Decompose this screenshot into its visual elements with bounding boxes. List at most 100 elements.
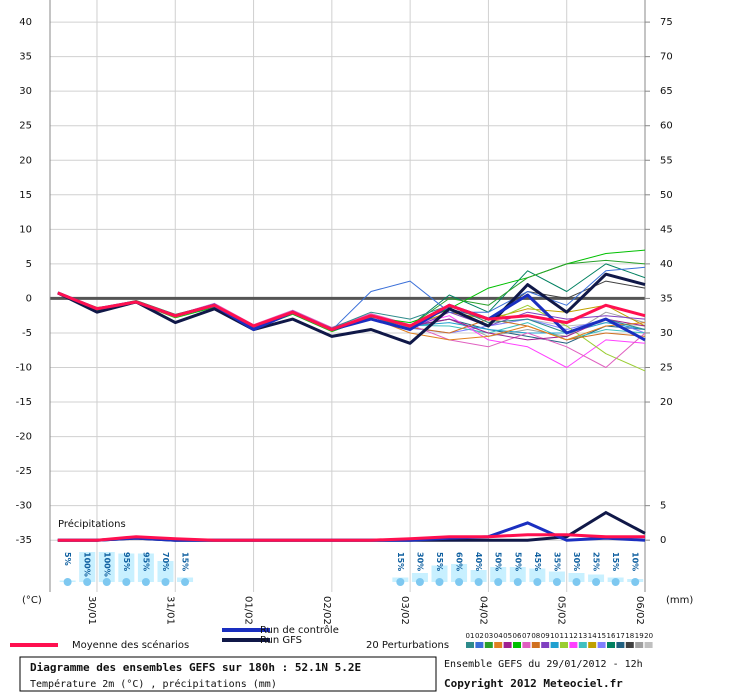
snow-label: 40%: [474, 552, 483, 571]
snowflake: [455, 578, 464, 586]
snow-bar: [548, 571, 565, 582]
legend-label: 18: [625, 632, 634, 640]
temperature-line: [57, 272, 646, 345]
legend-label: 10: [550, 632, 559, 640]
legend-label: 04: [494, 632, 503, 640]
y-tick-label: 30: [19, 86, 32, 97]
x-tick-label: 06/02: [634, 596, 645, 625]
legend-label: 03: [484, 632, 493, 640]
y-tick-label: 20: [19, 155, 32, 166]
y-tick-label: -15: [16, 397, 32, 408]
copyright: Copyright 2012 Meteociel.fr: [444, 677, 623, 690]
snow-label: 50%: [494, 552, 503, 571]
y2-tick-label: 50: [660, 190, 673, 201]
legend-label: Run de contrôle: [260, 624, 339, 636]
legend-label: 19: [635, 632, 644, 640]
legend-swatch: [588, 642, 597, 648]
y-tick-label: 35: [19, 52, 32, 63]
snow-label: 15%: [396, 552, 405, 571]
y-tick-label: 15: [19, 190, 32, 201]
legend-label: Moyenne des scénarios: [72, 639, 189, 651]
legend-swatch: [635, 642, 644, 648]
snow-bar: [137, 553, 154, 582]
y2-tick-label: 55: [660, 155, 673, 166]
snowflake: [592, 578, 601, 586]
y2-tick-label: 35: [660, 293, 673, 304]
legend-label: 15: [597, 632, 606, 640]
snow-label: 25%: [592, 552, 601, 571]
legend-swatch: [625, 642, 634, 648]
y2-tick-label: 65: [660, 86, 673, 97]
snowflake: [415, 578, 424, 586]
legend-swatch: [644, 642, 653, 648]
snow-label: 35%: [552, 552, 561, 571]
legend-swatch: [560, 642, 568, 648]
x-tick-label: 31/01: [164, 596, 175, 625]
legend-label: 01: [466, 632, 475, 640]
snowflake: [83, 578, 92, 586]
y-tick-label: 25: [19, 121, 32, 132]
legend-label: 07: [522, 632, 531, 640]
subtitle: Température 2m (°C) , précipitations (mm…: [30, 678, 277, 690]
legend-swatch: [550, 642, 559, 648]
y2-tick-label: 45: [660, 224, 673, 235]
snowflake: [631, 578, 640, 586]
caption-box: [19, 656, 437, 692]
legend-swatch: [494, 642, 503, 648]
snowflake: [396, 578, 405, 586]
precip-line: [57, 533, 645, 542]
snow-label: 95%: [122, 552, 131, 571]
precip-label: Précipitations: [58, 518, 126, 530]
snowflake: [181, 578, 190, 586]
y-tick-label: 40: [19, 17, 32, 28]
snowflake: [161, 578, 170, 586]
snow-label: 15%: [611, 552, 620, 571]
snow-label: 30%: [572, 552, 581, 571]
legend-label: 16: [607, 632, 616, 640]
legend-swatch: [475, 642, 484, 648]
legend-label: 12: [569, 632, 578, 640]
y2-axis-label: (mm): [666, 595, 693, 606]
snow-label: 10%: [631, 552, 640, 571]
snow-label: 55%: [435, 552, 444, 571]
y-tick-label: 0: [26, 293, 32, 304]
snowflake: [611, 578, 620, 586]
snow-bar: [490, 567, 507, 582]
y2-tick-label: 75: [660, 17, 673, 28]
legend-label: 02: [475, 632, 484, 640]
snow-label: 45%: [533, 552, 542, 571]
x-tick-label: 04/02: [477, 596, 488, 625]
legend-label: Run GFS: [260, 635, 302, 646]
y2-tick-label: 25: [660, 362, 673, 373]
snowflake: [141, 578, 150, 586]
legend-label: 20: [644, 632, 653, 640]
y2-tick-label: 5: [660, 501, 666, 512]
snowflake: [552, 578, 561, 586]
y-axis-label: (°C): [22, 595, 42, 606]
y2-tick-label: 60: [660, 121, 673, 132]
snow-label: 100%: [102, 552, 111, 577]
y-tick-label: -5: [22, 328, 32, 339]
snowflake: [63, 578, 72, 586]
snow-label: 5%: [63, 552, 72, 566]
legend-label: 14: [588, 632, 597, 640]
y-tick-label: 10: [19, 224, 32, 235]
legend-swatch: [616, 642, 625, 648]
snowflake: [122, 578, 131, 586]
snow-label: 15%: [181, 552, 190, 571]
snowflake: [435, 578, 444, 586]
snow-bar: [431, 565, 448, 582]
y-tick-label: -20: [16, 432, 32, 443]
legend-swatch: [569, 642, 578, 648]
legend-swatch: [466, 642, 474, 648]
legend-label: 09: [541, 632, 550, 640]
snowflake: [102, 578, 111, 586]
snowflake: [494, 578, 503, 586]
x-tick-label: 30/01: [86, 596, 97, 625]
snowflake: [533, 578, 542, 586]
legend-swatch: [503, 642, 512, 648]
snow-label: 30%: [415, 552, 424, 571]
snowflake: [474, 578, 483, 586]
